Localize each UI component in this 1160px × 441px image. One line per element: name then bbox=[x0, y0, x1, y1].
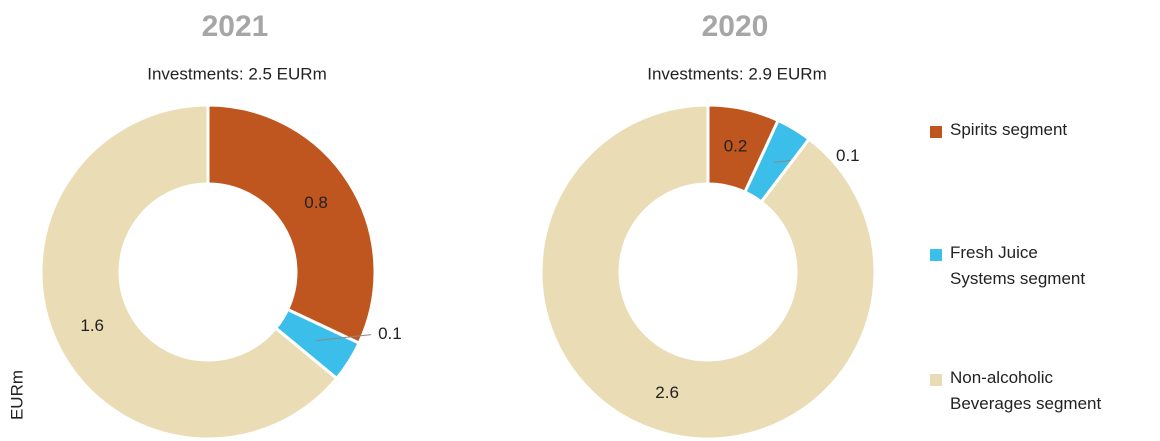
legend-item: Fresh Juice Systems segment bbox=[930, 243, 1120, 292]
data-label: 2.6 bbox=[655, 383, 679, 402]
legend-label: Fresh Juice Systems segment bbox=[950, 243, 1086, 288]
chart-subtitle: Investments: 2.5 EURm bbox=[147, 64, 327, 83]
donut-slice bbox=[39, 103, 339, 441]
donut-slice bbox=[539, 103, 877, 441]
y-axis-label: EURm bbox=[7, 370, 26, 420]
data-label: 0.1 bbox=[378, 324, 402, 343]
chart-subtitle: Investments: 2.9 EURm bbox=[647, 64, 827, 83]
legend-item: Spirits segment bbox=[930, 120, 1120, 143]
data-label: 0.8 bbox=[304, 193, 328, 212]
data-label: 0.2 bbox=[724, 136, 748, 155]
chart-title: 2020 bbox=[702, 10, 769, 43]
data-label: 1.6 bbox=[80, 316, 104, 335]
leader-line bbox=[316, 334, 372, 342]
legend-item: Non-alcoholic Beverages segment bbox=[930, 368, 1120, 417]
data-label: 0.1 bbox=[836, 146, 860, 165]
legend-label: Spirits segment bbox=[950, 120, 1068, 139]
legend-swatch bbox=[930, 249, 942, 261]
legend-label: Non-alcoholic Beverages segment bbox=[950, 368, 1102, 413]
donut-slice bbox=[206, 103, 377, 346]
legend-swatch bbox=[930, 374, 942, 386]
legend-swatch bbox=[930, 126, 942, 138]
chart-title: 2021 bbox=[202, 10, 269, 43]
